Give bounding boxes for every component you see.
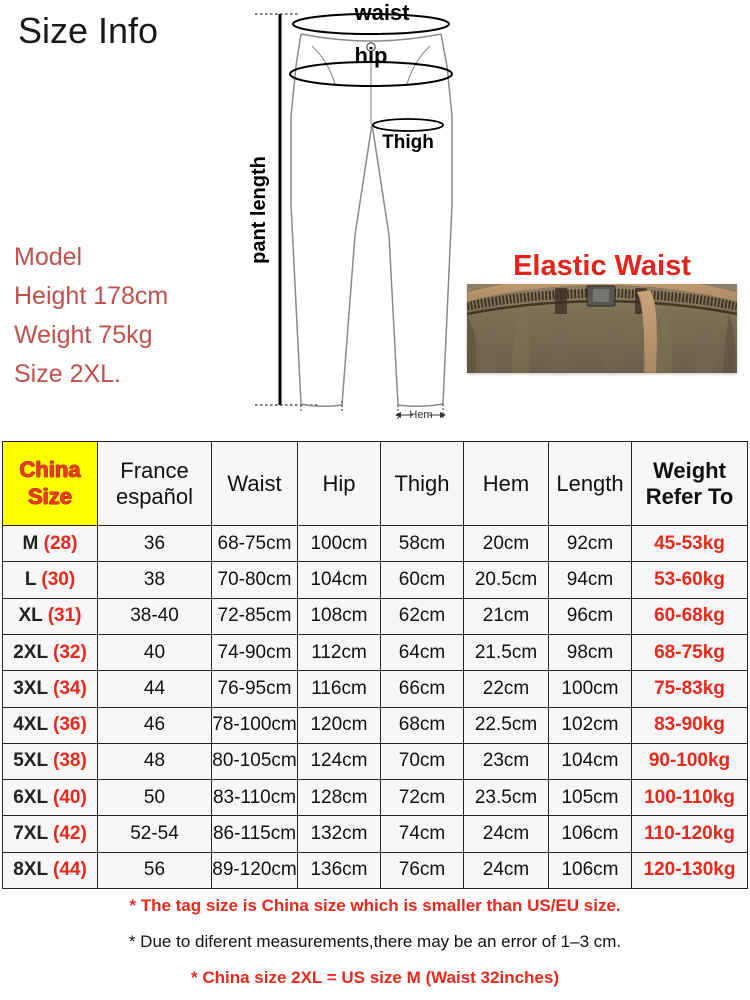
svg-text:hip: hip <box>355 43 388 68</box>
svg-text:pant length: pant length <box>248 156 270 264</box>
svg-text:Hem: Hem <box>409 409 432 421</box>
svg-text:Thigh: Thigh <box>382 132 434 153</box>
svg-text:waist: waist <box>353 0 410 25</box>
